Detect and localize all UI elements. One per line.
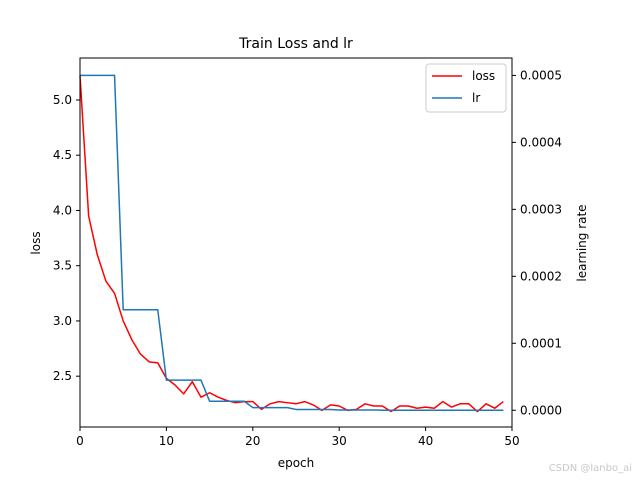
series-line-loss — [79, 75, 504, 413]
x-tick-label: 50 — [504, 434, 519, 448]
watermark: CSDN @lanbo_ai — [548, 463, 632, 474]
chart-title: Train Loss and lr — [238, 36, 353, 52]
y-right-tick-label: 0.0000 — [520, 403, 562, 417]
y-right-tick-label: 0.0002 — [520, 269, 562, 283]
y-left-tick-label: 4.5 — [53, 148, 72, 162]
y-right-axis-ticks: 0.0000 0.0001 0.0002 0.0003 0.0004 0.0005 — [512, 68, 562, 417]
y-right-axis-label: learning rate — [575, 204, 589, 281]
x-axis-ticks: 0 10 20 30 40 50 — [76, 427, 520, 448]
y-left-tick-label: 3.5 — [53, 259, 72, 273]
y-left-axis-ticks: 2.5 3.0 3.5 4.0 4.5 5.0 — [53, 93, 80, 383]
y-right-tick-label: 0.0001 — [520, 336, 562, 350]
x-tick-label: 10 — [159, 434, 174, 448]
y-left-axis-label: loss — [29, 231, 43, 254]
x-tick-label: 30 — [332, 434, 347, 448]
y-left-tick-label: 4.0 — [53, 203, 72, 217]
y-right-tick-label: 0.0005 — [520, 68, 562, 82]
x-tick-label: 40 — [418, 434, 433, 448]
series-line-lr — [80, 74, 504, 411]
x-tick-label: 0 — [76, 434, 84, 448]
y-left-tick-label: 2.5 — [53, 369, 72, 383]
x-axis-label: epoch — [278, 456, 315, 470]
legend: loss lr — [425, 63, 507, 113]
y-right-tick-label: 0.0003 — [520, 202, 562, 216]
plot-frame — [79, 57, 513, 428]
y-left-tick-label: 5.0 — [53, 93, 72, 107]
y-left-tick-label: 3.0 — [53, 314, 72, 328]
x-tick-label: 20 — [245, 434, 260, 448]
legend-label-loss: loss — [472, 69, 495, 83]
legend-label-lr: lr — [472, 91, 480, 105]
plot-lines — [79, 74, 504, 413]
y-right-tick-label: 0.0004 — [520, 135, 562, 149]
